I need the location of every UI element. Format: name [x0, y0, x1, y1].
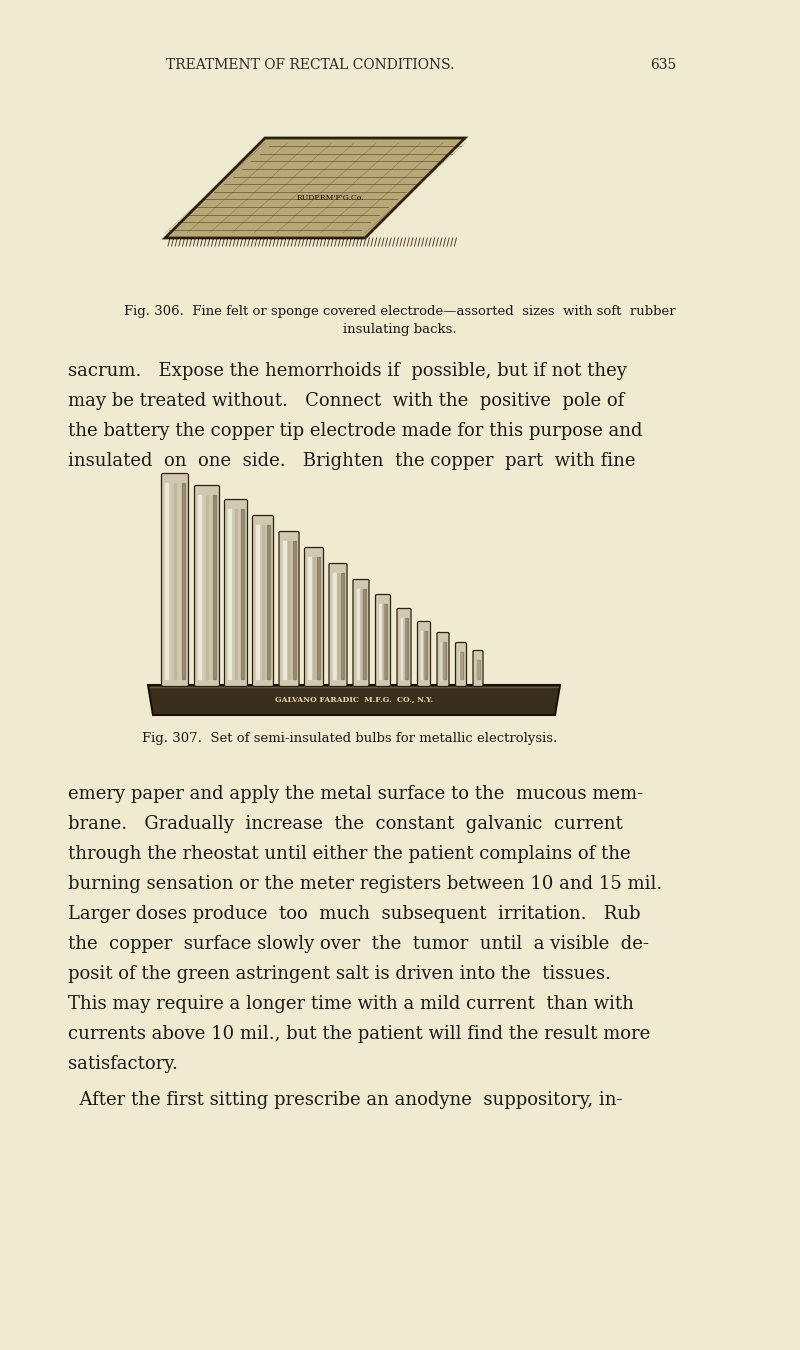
FancyBboxPatch shape [375, 594, 390, 687]
Text: GALVANO FARADIC  M.F.G.  CO., N.Y.: GALVANO FARADIC M.F.G. CO., N.Y. [275, 697, 433, 703]
Text: sacrum.   Expose the hemorrhoids if  possible, but if not they: sacrum. Expose the hemorrhoids if possib… [68, 362, 627, 379]
Text: This may require a longer time with a mild current  than with: This may require a longer time with a mi… [68, 995, 634, 1012]
FancyBboxPatch shape [437, 633, 449, 687]
FancyBboxPatch shape [225, 500, 247, 687]
FancyBboxPatch shape [305, 548, 323, 687]
Text: RUDERM'F'G.Co.: RUDERM'F'G.Co. [296, 194, 364, 202]
Text: satisfactory.: satisfactory. [68, 1054, 178, 1073]
FancyBboxPatch shape [397, 609, 411, 687]
Text: 635: 635 [650, 58, 676, 72]
FancyBboxPatch shape [418, 621, 430, 687]
Text: insulated  on  one  side.   Brighten  the copper  part  with fine: insulated on one side. Brighten the copp… [68, 452, 635, 470]
Text: through the rheostat until either the patient complains of the: through the rheostat until either the pa… [68, 845, 630, 863]
FancyBboxPatch shape [353, 579, 369, 687]
Text: burning sensation or the meter registers between 10 and 15 mil.: burning sensation or the meter registers… [68, 875, 662, 892]
FancyBboxPatch shape [279, 532, 299, 687]
FancyBboxPatch shape [194, 486, 219, 687]
Text: may be treated without.   Connect  with the  positive  pole of: may be treated without. Connect with the… [68, 392, 624, 410]
Text: emery paper and apply the metal surface to the  mucous mem-: emery paper and apply the metal surface … [68, 784, 643, 803]
Text: TREATMENT OF RECTAL CONDITIONS.: TREATMENT OF RECTAL CONDITIONS. [166, 58, 454, 72]
Polygon shape [148, 684, 560, 716]
Text: the battery the copper tip electrode made for this purpose and: the battery the copper tip electrode mad… [68, 423, 642, 440]
FancyBboxPatch shape [253, 516, 274, 687]
FancyBboxPatch shape [162, 474, 189, 687]
Text: the  copper  surface slowly over  the  tumor  until  a visible  de-: the copper surface slowly over the tumor… [68, 936, 649, 953]
FancyBboxPatch shape [473, 651, 483, 687]
FancyBboxPatch shape [455, 643, 466, 687]
Text: posit of the green astringent salt is driven into the  tissues.: posit of the green astringent salt is dr… [68, 965, 611, 983]
Text: Fig. 306.  Fine felt or sponge covered electrode—assorted  sizes  with soft  rub: Fig. 306. Fine felt or sponge covered el… [124, 305, 676, 319]
Text: Larger doses produce  too  much  subsequent  irritation.   Rub: Larger doses produce too much subsequent… [68, 904, 641, 923]
Text: Fig. 307.  Set of semi-insulated bulbs for metallic electrolysis.: Fig. 307. Set of semi-insulated bulbs fo… [142, 732, 558, 745]
Text: After the first sitting prescribe an anodyne  suppository, in-: After the first sitting prescribe an ano… [68, 1091, 622, 1108]
Text: insulating backs.: insulating backs. [343, 323, 457, 336]
Polygon shape [165, 138, 465, 238]
Text: brane.   Gradually  increase  the  constant  galvanic  current: brane. Gradually increase the constant g… [68, 815, 622, 833]
FancyBboxPatch shape [329, 563, 347, 687]
Text: currents above 10 mil., but the patient will find the result more: currents above 10 mil., but the patient … [68, 1025, 650, 1044]
